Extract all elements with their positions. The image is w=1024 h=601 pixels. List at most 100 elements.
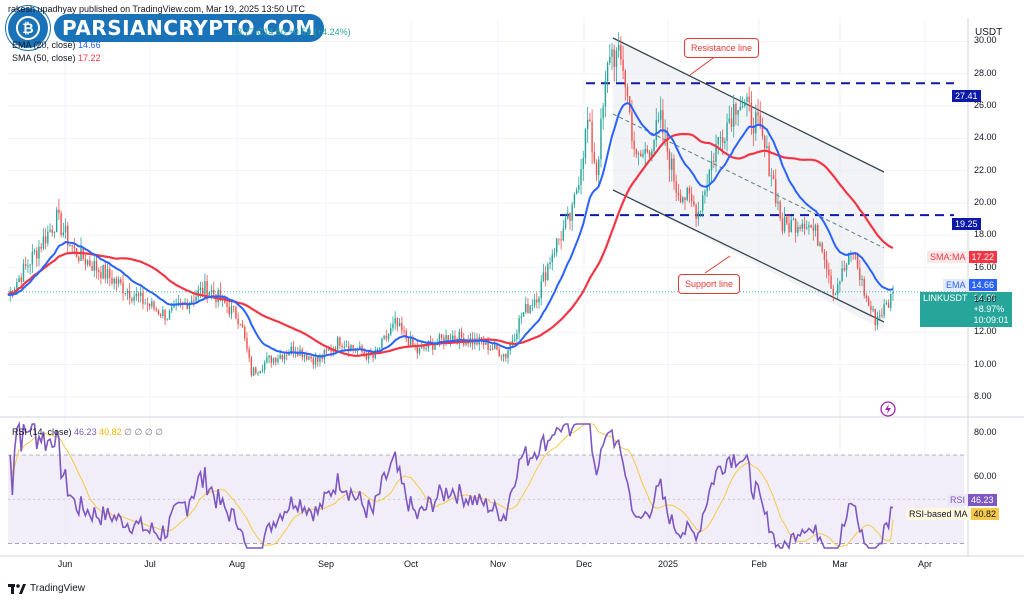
candle-body (421, 345, 423, 348)
candle-body (292, 346, 295, 354)
support-line-callout[interactable]: Support line (678, 274, 741, 294)
price-tick-label: 30.00 (974, 35, 997, 46)
candle-body (772, 175, 775, 180)
rsi-legend-ma: 40.82 (99, 427, 122, 437)
candle-body (122, 282, 124, 294)
candle-body (839, 281, 841, 285)
candle-body (330, 349, 332, 352)
candle-body (146, 303, 149, 305)
candle-body (735, 104, 737, 115)
candle-body (810, 225, 812, 228)
candle-body (657, 119, 660, 121)
candle-body (250, 357, 253, 376)
level-high-tag: 27.41 (952, 90, 981, 102)
candle-body (100, 271, 102, 279)
candle-body (890, 293, 892, 308)
support-callout-pointer (704, 255, 731, 274)
price-tick-label: 24.00 (974, 132, 997, 143)
candle-body (226, 302, 228, 307)
candle-body (544, 272, 547, 281)
candle-body (606, 63, 609, 81)
sma-tag-value: 17.22 (968, 251, 998, 263)
candle-body (792, 218, 795, 221)
candle-body (748, 96, 750, 103)
candle-body (843, 268, 846, 271)
candle-body (547, 264, 549, 281)
candle-body (36, 250, 38, 259)
ema-legend[interactable]: EMA (20, close) 14.66 (12, 40, 101, 50)
time-tick-label: Feb (751, 559, 767, 569)
candle-body (724, 140, 726, 144)
candle-body (102, 264, 104, 279)
tradingview-footer[interactable]: TradingView (8, 583, 85, 594)
candle-body (111, 277, 113, 284)
candle-body (144, 303, 146, 305)
rsi-legend[interactable]: RSI (14, close) 46.23 40.82 ∅ ∅ ∅ ∅ (12, 427, 163, 438)
alert-bolt-icon[interactable] (880, 401, 896, 422)
price-tick-label: 26.00 (974, 100, 997, 111)
ema-legend-value: 14.66 (78, 40, 101, 50)
candle-body (558, 238, 560, 240)
candle-body (84, 258, 87, 265)
candle-body (151, 301, 153, 307)
candle-body (171, 307, 173, 311)
candle-body (571, 204, 573, 221)
candle-body (60, 213, 62, 236)
candle-body (655, 120, 657, 141)
candle-body (794, 218, 797, 233)
candle-body (487, 340, 489, 350)
candle-body (555, 238, 558, 253)
candle-body (885, 302, 888, 305)
sma-legend-value: 17.22 (78, 53, 101, 63)
candle-body (673, 158, 675, 182)
candle-body (383, 336, 385, 339)
candle-body (272, 357, 275, 363)
candle-body (49, 229, 51, 232)
candle-body (405, 330, 407, 339)
candle-body (651, 151, 653, 158)
candle-body (622, 59, 624, 71)
candle-body (71, 244, 73, 247)
candle-body (363, 351, 365, 355)
time-tick-label: Jul (144, 559, 156, 569)
candle-body (432, 342, 434, 350)
candle-body (777, 201, 779, 204)
candle-body (830, 275, 832, 289)
tradingview-brand: TradingView (30, 583, 86, 594)
candle-body (589, 119, 591, 122)
candle-body (31, 251, 34, 265)
candle-body (671, 158, 673, 170)
candle-body (454, 335, 456, 339)
currency-label: USDT (975, 27, 1003, 38)
channel-midline (612, 113, 885, 249)
brand-logo-text: PARSIANCRYPTO.COM (54, 14, 324, 42)
candle-body (527, 303, 529, 314)
bitcoin-mind-icon: ₿ (6, 6, 50, 50)
candle-body (140, 292, 142, 296)
price-tick-label: 28.00 (974, 67, 997, 78)
candle-body (117, 279, 120, 284)
candle-body (255, 367, 257, 374)
candle-body (502, 353, 505, 357)
candle-body (732, 104, 735, 127)
candle-body (825, 259, 828, 270)
candle-body (591, 121, 593, 153)
candle-body (248, 349, 250, 358)
candle-body (750, 102, 753, 126)
resistance-line-callout[interactable]: Resistance line (684, 38, 760, 58)
candle-body (365, 354, 368, 360)
sma-legend[interactable]: SMA (50, close) 17.22 (12, 53, 101, 63)
candle-body (237, 318, 239, 325)
candle-body (440, 334, 443, 338)
rsi-legend-extras: ∅ ∅ ∅ ∅ (124, 427, 164, 437)
candle-body (859, 268, 861, 281)
bar-countdown: 10:09:01 (973, 315, 1009, 325)
candle-body (445, 335, 447, 344)
candle-body (584, 129, 587, 159)
candle-body (359, 345, 361, 350)
candle-body (489, 348, 492, 350)
candle-body (717, 137, 719, 145)
candle-body (684, 197, 686, 201)
candle-body (328, 349, 330, 351)
